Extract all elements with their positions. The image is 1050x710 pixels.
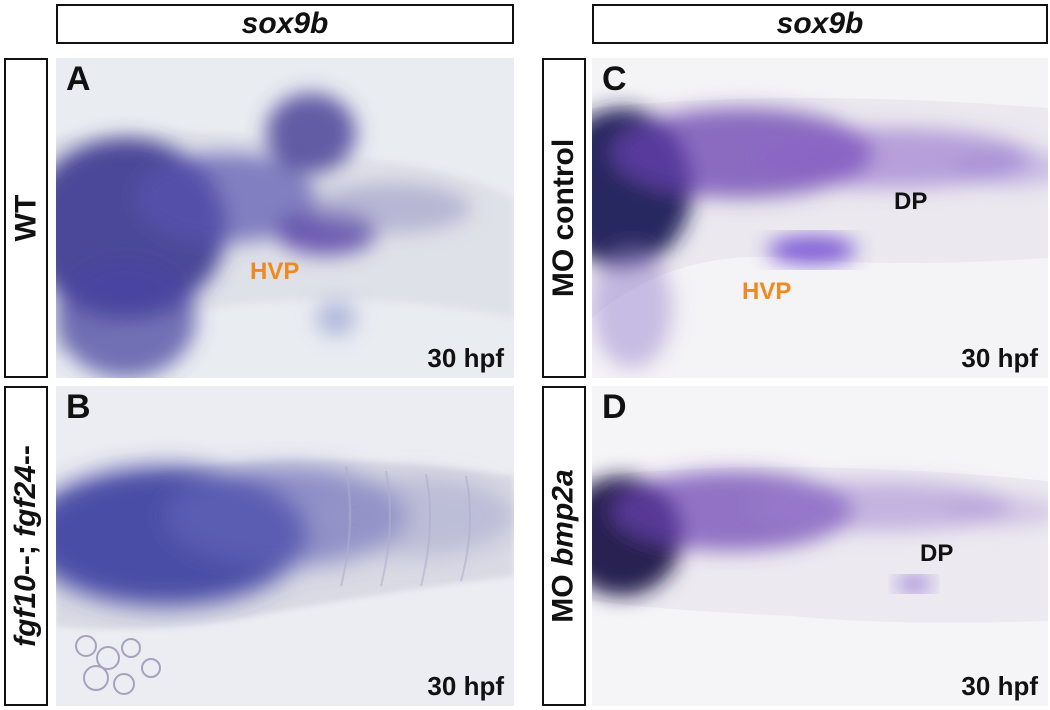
- panel-b-stage: 30 hpf: [427, 671, 504, 701]
- panel-c-micrograph: [592, 58, 1048, 378]
- column-header-left-label: sox9b: [241, 7, 329, 40]
- panel-b-micrograph: [56, 386, 514, 706]
- panel-c-dp-label: DP: [894, 188, 928, 215]
- row-label-mo-bmp2a-text: MO bmp2a: [547, 469, 580, 623]
- panel-c-letter: C: [602, 60, 627, 98]
- panel-d-dp-label: DP: [920, 540, 954, 567]
- row-label-fgf-mutant-text: fgf10--; fgf24--: [9, 445, 43, 647]
- column-header-left: sox9b: [56, 4, 514, 44]
- row-label-wt-text: WT: [9, 194, 43, 242]
- column-header-right-label: sox9b: [776, 7, 864, 40]
- row-label-fgf-mutant: fgf10--; fgf24--: [4, 386, 48, 706]
- panel-c-hvp-label: HVP: [742, 278, 792, 305]
- panel-a-image: A HVP 30 hpf: [56, 58, 514, 378]
- row-label-mo-control-text: MO control: [547, 138, 581, 298]
- panel-d-micrograph: [592, 386, 1048, 706]
- row-label-mo-bmp2a: MO bmp2a: [542, 386, 586, 706]
- row-label-wt: WT: [4, 58, 48, 378]
- panel-c-image: C DP HVP 30 hpf: [592, 58, 1048, 378]
- panel-d-stage: 30 hpf: [961, 671, 1038, 701]
- panel-a-letter: A: [66, 60, 91, 98]
- panel-b-letter: B: [66, 388, 91, 426]
- panel-a-micrograph: [56, 58, 514, 378]
- panel-c-stage: 30 hpf: [961, 343, 1038, 373]
- column-header-right: sox9b: [592, 4, 1048, 44]
- row-label-mo-control: MO control: [542, 58, 586, 378]
- panel-a-hvp-label: HVP: [250, 258, 300, 285]
- panel-a-stage: 30 hpf: [427, 343, 504, 373]
- panel-d-letter: D: [602, 388, 627, 426]
- panel-b-image: B 30 hpf: [56, 386, 514, 706]
- panel-d-image: D DP 30 hpf: [592, 386, 1048, 706]
